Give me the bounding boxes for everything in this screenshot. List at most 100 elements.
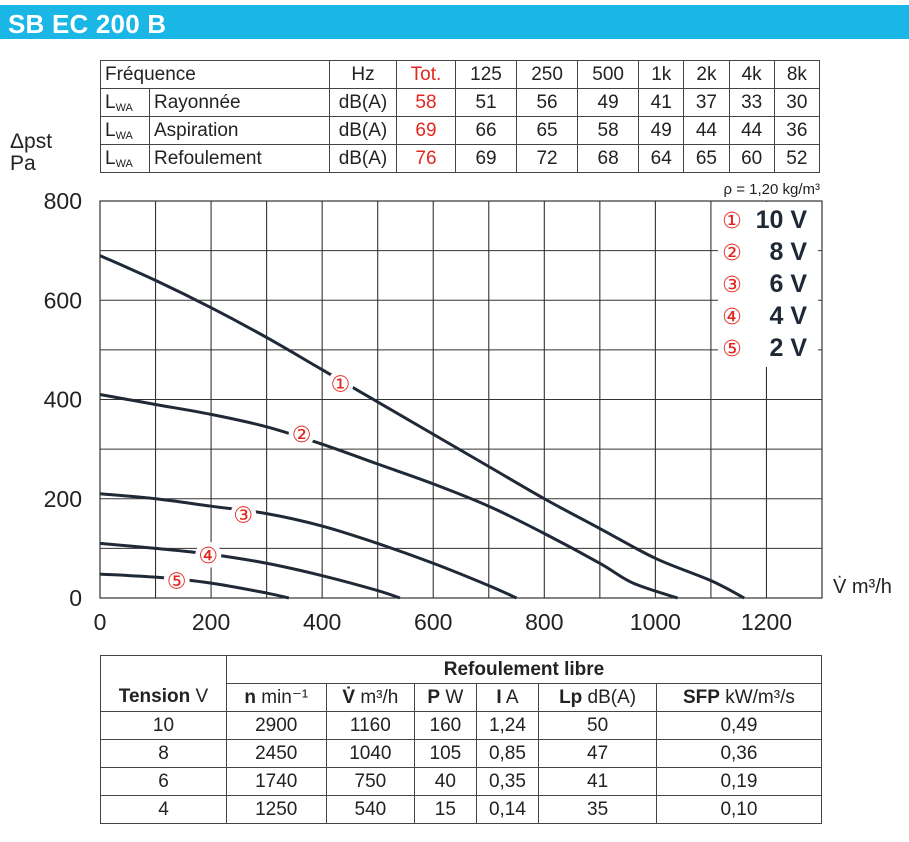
y-tick-label: 800 xyxy=(44,188,82,214)
noise-row-unit: dB(A) xyxy=(328,88,397,117)
noise-row-unit: dB(A) xyxy=(328,144,397,173)
noise-row-value: 65 xyxy=(683,144,730,173)
noise-row-unit: dB(A) xyxy=(328,116,397,145)
perf-header-unit: m³/h xyxy=(355,686,399,708)
curve-4v xyxy=(99,541,401,600)
noise-header-band: 8k xyxy=(773,60,821,89)
perf-cell: 0,19 xyxy=(655,767,823,796)
curve-6v xyxy=(99,492,518,600)
curve-marker-bg xyxy=(163,567,190,594)
perf-cell: 50 xyxy=(538,711,657,740)
legend-marker: ⑤ xyxy=(722,337,742,362)
x-tick-label: 1000 xyxy=(630,609,681,635)
legend-marker: ③ xyxy=(722,273,742,298)
y-tick-label: 0 xyxy=(69,585,82,611)
perf-cell: 47 xyxy=(538,739,657,768)
perf-header-symbol: Lp xyxy=(559,686,583,708)
noise-row: LWA Refoulement dB(A) 76 69 72 68 64 65 60 52 xyxy=(100,144,821,173)
curve-marker: ④ xyxy=(198,544,218,569)
perf-cell: 1250 xyxy=(226,795,327,824)
noise-row-value: 64 xyxy=(638,144,685,173)
perf-header-unit: W xyxy=(440,686,464,708)
noise-row-value: 52 xyxy=(773,144,821,173)
perf-cell: 35 xyxy=(538,795,657,824)
perf-cell: 10 xyxy=(100,711,227,740)
perf-header-cell: I A xyxy=(475,683,540,712)
perf-cell: 540 xyxy=(325,795,416,824)
noise-row-value: 68 xyxy=(577,144,640,173)
y-tick-label: 400 xyxy=(44,387,82,413)
x-axis-label: V̇ m³/h xyxy=(833,576,892,598)
noise-row: LWA Aspiration dB(A) 69 66 65 58 49 44 44 36 xyxy=(100,116,821,145)
curve-marker-bg xyxy=(288,421,315,448)
perf-header-unit: dB(A) xyxy=(582,686,637,708)
noise-table: Fréquence Hz Tot. 125 250 500 1k 2k 4k 8… xyxy=(100,60,821,173)
legend-marker: ② xyxy=(722,241,742,266)
y-axis-unit: Pa xyxy=(10,152,36,175)
perf-header-unit: kW/m³/s xyxy=(719,686,795,708)
perf-cell: 105 xyxy=(414,739,477,768)
curve-marker-bg xyxy=(195,541,222,568)
perf-row: 10 2900 1160 160 1,24 50 0,49 xyxy=(100,711,823,740)
legend-label: 2 V xyxy=(769,334,807,362)
x-tick-label: 600 xyxy=(414,609,452,635)
perf-cell: 160 xyxy=(414,711,477,740)
noise-row-total: 76 xyxy=(395,144,456,173)
noise-row-value: 30 xyxy=(773,88,821,117)
perf-group-row: Refoulement libre xyxy=(100,655,822,684)
x-tick-label: 800 xyxy=(525,609,563,635)
perf-header-unit: min⁻¹ xyxy=(255,687,309,708)
perf-cell: 1160 xyxy=(325,711,416,740)
curve-marker: ① xyxy=(331,373,351,398)
perf-group-header: Refoulement libre xyxy=(226,655,822,684)
noise-row-name: Rayonnée xyxy=(149,88,330,117)
perf-header-symbol: I xyxy=(496,686,502,708)
page-title: SB EC 200 B xyxy=(8,9,167,39)
legend-marker: ① xyxy=(722,209,742,234)
curve-marker-bg xyxy=(230,501,257,528)
x-tick-label: 200 xyxy=(192,609,230,635)
x-tick-label: 1200 xyxy=(741,609,792,635)
noise-row-total: 58 xyxy=(395,88,456,117)
noise-row-symbol: LWA xyxy=(100,88,150,117)
perf-cell: 2900 xyxy=(226,711,327,740)
noise-row-symbol: LWA xyxy=(100,116,150,145)
legend-label: 8 V xyxy=(769,238,807,266)
perf-cell: 0,36 xyxy=(655,739,823,768)
noise-row-value: 72 xyxy=(516,144,579,173)
lwa-symbol: LWA xyxy=(105,119,133,142)
lwa-symbol: LWA xyxy=(105,91,133,114)
noise-header-tot: Tot. xyxy=(395,60,456,89)
perf-cell: 15 xyxy=(414,795,477,824)
perf-header-cell: P W xyxy=(414,683,477,712)
noise-header-band: 1k xyxy=(638,60,685,89)
perf-cell: 0,14 xyxy=(475,795,540,824)
perf-header-symbol: n xyxy=(244,687,256,708)
x-tick-label: 400 xyxy=(303,609,341,635)
perf-header-symbol: V̇ xyxy=(342,686,356,708)
noise-row-value: 36 xyxy=(773,116,821,145)
noise-header-band: 500 xyxy=(577,60,640,89)
curve-marker: ⑤ xyxy=(167,570,187,595)
perf-header-symbol: Tension xyxy=(118,686,191,708)
perf-header-symbol: P xyxy=(427,686,441,708)
noise-row-symbol: LWA xyxy=(100,144,150,173)
perf-cell: 1040 xyxy=(325,739,416,768)
perf-header-unit: A xyxy=(501,686,519,708)
noise-row-name: Refoulement xyxy=(149,144,330,173)
perf-cell: 4 xyxy=(100,795,227,824)
noise-row-value: 69 xyxy=(454,144,518,173)
perf-row: 8 2450 1040 105 0,85 47 0,36 xyxy=(100,739,823,768)
perf-cell: 6 xyxy=(100,767,227,796)
legend-marker: ④ xyxy=(722,305,742,330)
density-note: ρ = 1,20 kg/m³ xyxy=(724,181,821,198)
legend-box xyxy=(718,202,818,367)
curve-marker: ③ xyxy=(233,504,253,529)
perf-cell: 0,35 xyxy=(475,767,540,796)
perf-cell: 1740 xyxy=(226,767,327,796)
legend-label: 4 V xyxy=(769,302,807,330)
noise-row-value: 44 xyxy=(683,116,730,145)
noise-row-value: 66 xyxy=(454,116,518,145)
